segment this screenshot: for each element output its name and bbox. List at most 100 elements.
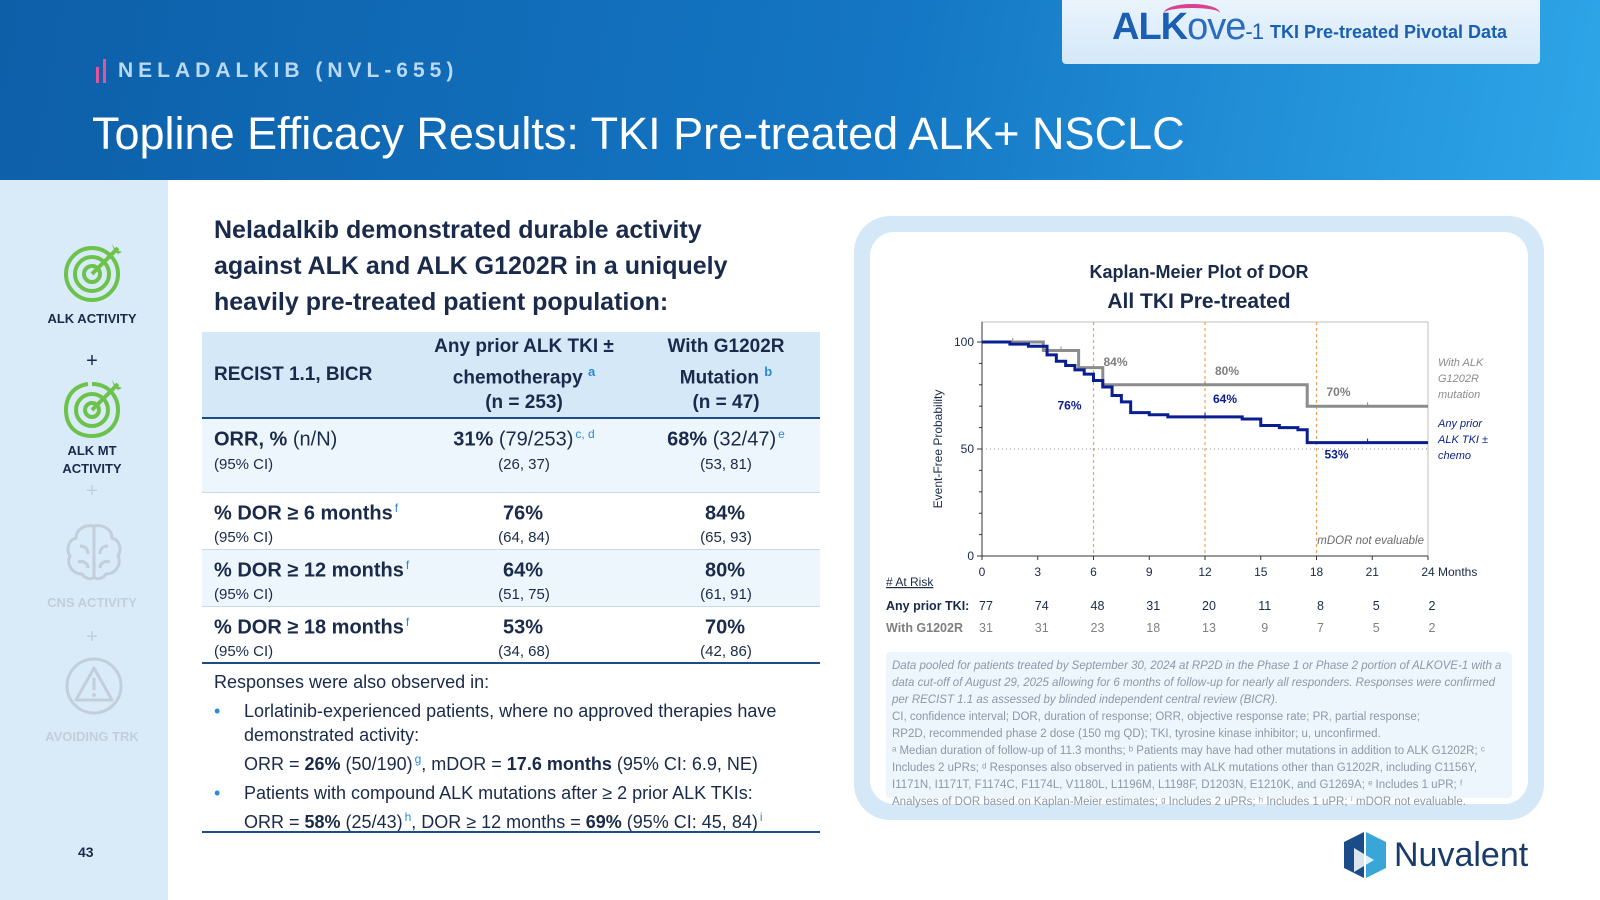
also-intro: Responses were also observed in: xyxy=(214,672,490,692)
at-risk-value: 31 xyxy=(1035,621,1049,635)
x-tick-label: 3 xyxy=(1034,565,1041,579)
column-header: Any prior ALK TKI ± chemotherapy a (n = 2… xyxy=(416,332,632,418)
y-tick-label: 100 xyxy=(954,335,974,349)
at-risk-value: 2 xyxy=(1429,621,1436,635)
at-risk-value: 13 xyxy=(1202,621,1216,635)
sidebar-label-alk-mt-activity: ALK MT ACTIVITY xyxy=(62,443,122,476)
row-label: % DOR ≥ 18 months f (95% CI) xyxy=(214,614,410,661)
at-risk-value: 74 xyxy=(1035,599,1049,613)
list-item: Patients with compound ALK mutations aft… xyxy=(214,781,814,834)
sidebar-label-alk-activity: ALK ACTIVITY xyxy=(47,311,137,326)
at-risk-value: 2 xyxy=(1429,599,1436,613)
page-title: Topline Efficacy Results: TKI Pre-treate… xyxy=(92,108,1185,159)
at-risk-label: Any prior TKI: xyxy=(886,599,969,613)
cell-g1202r: 80% (61, 91) xyxy=(632,549,820,606)
footnote-letters: ᵃ Median duration of follow-up of 11.3 m… xyxy=(892,745,1485,808)
x-tick-label: 6 xyxy=(1090,565,1097,579)
target-icon xyxy=(63,380,122,439)
at-risk-value: 48 xyxy=(1091,599,1105,613)
sidebar-label-cns-activity: CNS ACTIVITY xyxy=(47,595,137,610)
footnotes: Data pooled for patients treated by Sept… xyxy=(886,652,1512,808)
column-header: RECIST 1.1, BICR xyxy=(202,332,416,418)
mdor-note: mDOR not evaluable xyxy=(1317,535,1424,547)
at-risk-value: 20 xyxy=(1202,599,1216,613)
x-tick-label: 12 xyxy=(1198,565,1212,579)
column-header: With G1202R Mutation b (n = 47) xyxy=(632,332,820,418)
plus-icon: + xyxy=(86,626,98,648)
x-axis-unit: Months xyxy=(1438,565,1477,579)
kicker: NELADALKIB (NVL-655) xyxy=(96,56,458,86)
kicker-text: NELADALKIB (NVL-655) xyxy=(118,59,459,82)
company-name: Nuvalent xyxy=(1394,836,1529,874)
sidebar: ALK ACTIVITY + ALK MT ACTIVITY + CNS ACT… xyxy=(0,180,168,900)
cell-any-prior: 53% (34, 68) xyxy=(498,616,550,661)
table-row: ORR, % (n/N) (95% CI) 31% (79/253) c, d (26,… xyxy=(202,418,820,492)
cell-any-prior: 31% (79/253) c, d (26, 37) xyxy=(416,418,632,492)
km-panel-inner: Kaplan-Meier Plot of DOR All TKI Pre-tre… xyxy=(870,232,1528,808)
kicker-accent-icon xyxy=(96,59,106,83)
x-tick-label: 0 xyxy=(979,565,986,579)
page-number: 43 xyxy=(78,844,94,860)
curve-value-label: 64% xyxy=(1213,392,1237,406)
brand-box: ALKove-1 TKI Pre-treated Pivotal Data xyxy=(1062,0,1540,64)
brain-icon xyxy=(66,524,122,581)
at-risk-value: 7 xyxy=(1317,621,1324,635)
table-row: % DOR ≥ 6 months f (95% CI) 76% (64, 84) 84%(… xyxy=(202,492,820,549)
list-item: Lorlatinib-experienced patients, where n… xyxy=(214,699,814,776)
logo-arc-icon xyxy=(1164,4,1220,22)
chart-title: Kaplan-Meier Plot of DOR xyxy=(1089,262,1309,282)
row-label: ORR, % (n/N) (95% CI) xyxy=(202,418,416,492)
curve-value-label: 76% xyxy=(1058,398,1082,412)
chart-subtitle: All TKI Pre-treated xyxy=(1107,290,1291,313)
legend-any-prior: Any prior ALK TKI ± chemo xyxy=(1437,418,1488,462)
target-icon xyxy=(64,244,122,302)
y-axis-label: Event-Free Probability xyxy=(931,390,945,509)
at-risk-value: 23 xyxy=(1091,621,1105,635)
at-risk-value: 5 xyxy=(1373,599,1380,613)
cell-g1202r: 84% (65, 93) xyxy=(700,502,752,547)
at-risk-value: 31 xyxy=(979,621,993,635)
at-risk-value: 31 xyxy=(1146,599,1160,613)
at-risk-value: 18 xyxy=(1146,621,1160,635)
plus-icon: + xyxy=(86,480,98,502)
at-risk-label: With G1202R xyxy=(886,621,963,635)
at-risk-value: 5 xyxy=(1373,621,1380,635)
footnote-abbrev: CI, confidence interval; DOR, duration o… xyxy=(892,711,1420,723)
curve-value-label: 70% xyxy=(1327,385,1351,399)
table-row: % DOR ≥ 12 months f (95% CI) 64% (51, 75) 80%… xyxy=(202,549,820,606)
table-row: % DOR ≥ 18 months f (95% CI) 53% (34, 68) 70%… xyxy=(202,606,820,663)
at-risk-value: 8 xyxy=(1317,599,1324,613)
sidebar-label-avoiding-trk: AVOIDING TRK xyxy=(45,729,139,744)
divider xyxy=(202,831,820,833)
km-panel: Kaplan-Meier Plot of DOR All TKI Pre-tre… xyxy=(854,216,1544,820)
header-banner: NELADALKIB (NVL-655) Topline Efficacy Re… xyxy=(0,0,1600,180)
cell-any-prior: 76% (64, 84) xyxy=(498,502,550,547)
brand-tagline: TKI Pre-treated Pivotal Data xyxy=(1270,22,1508,42)
legend-g1202r: With ALK G1202R mutation xyxy=(1438,357,1484,401)
also-observed: Responses were also observed in: Lorlati… xyxy=(214,670,814,834)
row-label: % DOR ≥ 12 months f (95% CI) xyxy=(202,549,416,606)
x-tick-label: 9 xyxy=(1146,565,1153,579)
km-chart: 0 50 100 0 3 6 9 12 15 18 21 24 Months Event-Free Pro… xyxy=(886,321,1488,635)
headline: Neladalkib demonstrated durable activity… xyxy=(214,216,728,316)
curve-value-label: 53% xyxy=(1325,448,1349,462)
cell-any-prior: 64% (51, 75) xyxy=(416,549,632,606)
at-risk-value: 9 xyxy=(1261,621,1268,635)
at-risk-value: 77 xyxy=(979,599,993,613)
row-label: % DOR ≥ 6 months f (95% CI) xyxy=(214,500,399,547)
nuvalent-logo-icon xyxy=(1344,832,1386,878)
x-tick-label: 15 xyxy=(1254,565,1268,579)
x-tick-label: 24 xyxy=(1421,565,1435,579)
warning-icon xyxy=(65,657,123,715)
curve-value-label: 80% xyxy=(1215,364,1239,378)
km-curve xyxy=(982,340,1428,445)
x-tick-label: 21 xyxy=(1366,565,1380,579)
y-tick-label: 50 xyxy=(961,442,975,456)
footnote-data: Data pooled for patients treated by Sept… xyxy=(892,660,1502,706)
at-risk-value: 11 xyxy=(1258,599,1271,613)
x-tick-label: 18 xyxy=(1310,565,1324,579)
footnote-abbrev: RP2D, recommended phase 2 dose (150 mg Q… xyxy=(892,728,1381,740)
y-tick-label: 0 xyxy=(967,549,974,563)
cell-g1202r: 70% (42, 86) xyxy=(700,616,752,661)
plus-icon: + xyxy=(86,350,98,372)
